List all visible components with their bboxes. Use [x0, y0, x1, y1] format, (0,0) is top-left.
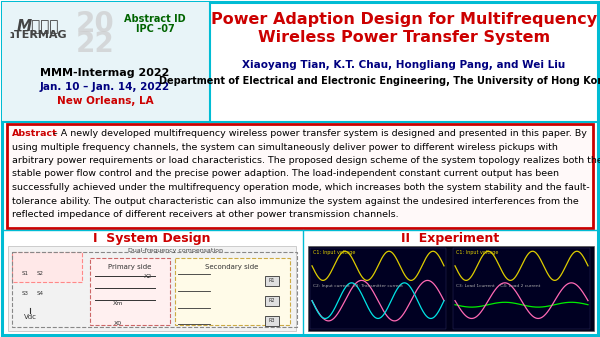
Text: Mシジス: Mシジス	[17, 18, 59, 33]
Text: X2: X2	[144, 274, 152, 279]
Text: reflected impedance of different receivers at other power transmission channels.: reflected impedance of different receive…	[12, 210, 398, 219]
Bar	[310, 248, 446, 329]
Text: Xiaoyang Tian, K.T. Chau, Hongliang Pang, and Wei Liu: Xiaoyang Tian, K.T. Chau, Hongliang Pang…	[242, 60, 566, 70]
Text: Abstract: Abstract	[12, 129, 58, 138]
Text: – A newly developed multifrequency wireless power transfer system is designed an: – A newly developed multifrequency wirel…	[50, 129, 587, 138]
Text: S3: S3	[22, 291, 29, 296]
Text: נTERMΑG: נTERMΑG	[9, 30, 67, 40]
Text: II  Experiment: II Experiment	[401, 232, 499, 245]
Text: Power Adaption Design for Multifrequency: Power Adaption Design for Multifrequency	[211, 12, 597, 27]
Text: 22: 22	[76, 30, 115, 58]
Text: S1: S1	[22, 271, 29, 276]
Text: IPC -07: IPC -07	[136, 24, 175, 34]
Text: X0: X0	[114, 321, 122, 326]
Text: successfully achieved under the multifrequency operation mode, which increases b: successfully achieved under the multifre…	[12, 183, 590, 192]
Bar	[12, 252, 82, 282]
Text: Xm: Xm	[113, 301, 123, 306]
Text: S2: S2	[37, 271, 44, 276]
Bar	[453, 248, 590, 329]
Bar	[308, 246, 594, 331]
Text: Abstract ID: Abstract ID	[124, 14, 186, 24]
Bar	[175, 258, 290, 325]
Text: R1: R1	[269, 278, 275, 283]
Text: Vdc: Vdc	[23, 314, 37, 320]
Text: arbitrary power requirements or load characteristics. The proposed design scheme: arbitrary power requirements or load cha…	[12, 156, 600, 165]
Text: C2: Input current  C3: Transmitter current: C2: Input current C3: Transmitter curren…	[313, 284, 403, 288]
Text: 20: 20	[76, 10, 115, 38]
Text: MMM-Intermag 2022: MMM-Intermag 2022	[40, 68, 170, 78]
Text: New Orleans, LA: New Orleans, LA	[56, 96, 154, 106]
Text: C1: Input voltage: C1: Input voltage	[456, 250, 499, 255]
Text: using multiple frequency channels, the system can simultaneously deliver power t: using multiple frequency channels, the s…	[12, 143, 558, 152]
Text: Secondary side: Secondary side	[205, 264, 259, 270]
Bar	[8, 246, 296, 331]
Text: Primary side: Primary side	[109, 264, 152, 270]
Text: Department of Electrical and Electronic Engineering, The University of Hong Kong: Department of Electrical and Electronic …	[158, 76, 600, 86]
Bar	[265, 296, 279, 306]
Text: Dual-frequency compensation: Dual-frequency compensation	[128, 248, 223, 253]
Bar	[265, 316, 279, 326]
Bar	[90, 258, 170, 325]
Text: C3: Load 1current    C4: Load 2 current: C3: Load 1current C4: Load 2 current	[456, 284, 541, 288]
Text: Jan. 10 – Jan. 14, 2022: Jan. 10 – Jan. 14, 2022	[40, 82, 170, 92]
Text: R2: R2	[269, 299, 275, 304]
Text: C1: Input voltage: C1: Input voltage	[313, 250, 355, 255]
Text: tolerance ability. The output characteristic can also immunize the system agains: tolerance ability. The output characteri…	[12, 196, 579, 206]
Text: I  System Design: I System Design	[93, 232, 211, 245]
Bar	[7, 124, 593, 228]
Text: stable power flow control and the precise power adaption. The load-independent c: stable power flow control and the precis…	[12, 170, 559, 179]
Text: R3: R3	[269, 318, 275, 324]
Bar	[12, 252, 297, 327]
Text: Wireless Power Transfer System: Wireless Power Transfer System	[258, 30, 550, 45]
Bar	[2, 2, 210, 122]
Text: S4: S4	[37, 291, 44, 296]
Bar	[265, 276, 279, 286]
